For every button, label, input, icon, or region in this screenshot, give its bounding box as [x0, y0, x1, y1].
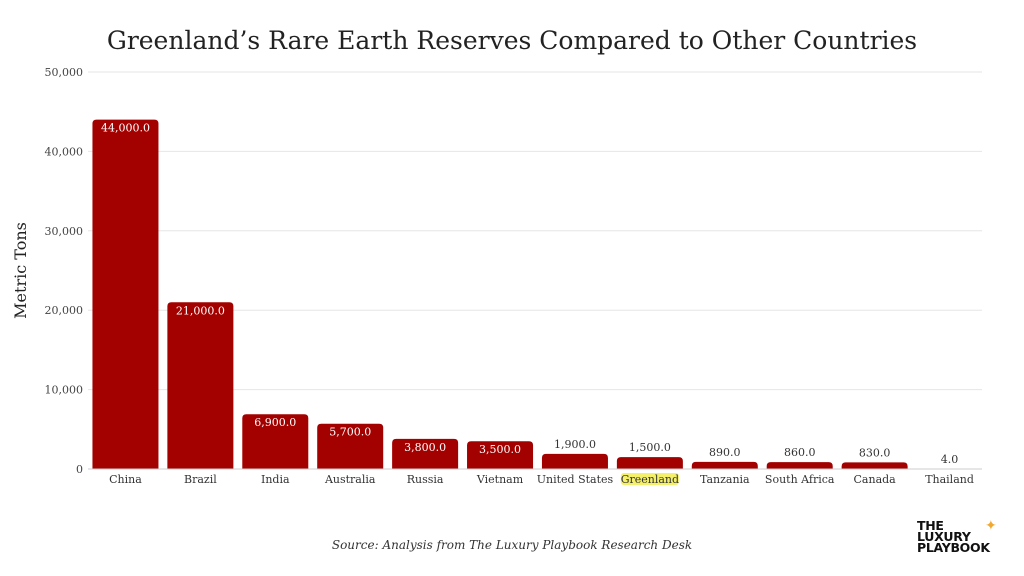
data-label: 44,000.0	[101, 122, 150, 135]
x-tick-label: Brazil	[184, 473, 217, 486]
logo-line: LUXURY	[917, 529, 971, 544]
y-tick-label: 40,000	[45, 145, 84, 158]
x-tick-label: Thailand	[925, 473, 974, 486]
data-label: 860.0	[784, 446, 816, 459]
data-label: 830.0	[859, 446, 891, 459]
data-label: 21,000.0	[176, 304, 225, 317]
y-axis-label: Metric Tons	[11, 222, 30, 319]
data-label: 1,500.0	[629, 441, 671, 454]
bar	[92, 119, 159, 469]
x-tick-label: Russia	[407, 473, 444, 486]
x-tick-label: Canada	[854, 473, 897, 486]
x-tick-label: South Africa	[765, 473, 835, 486]
sparkle-star-icon: ✦	[985, 518, 997, 534]
bar	[167, 302, 234, 469]
y-tick-label: 30,000	[45, 225, 84, 238]
y-tick-label: 50,000	[45, 66, 84, 79]
logo: THE LUXURY PLAYBOOK	[917, 518, 990, 555]
data-label: 5,700.0	[329, 426, 371, 439]
bar	[541, 453, 608, 469]
x-tick-label: India	[261, 473, 290, 486]
category-highlight	[620, 473, 679, 485]
y-tick-label: 10,000	[45, 384, 84, 397]
x-tick-label: Vietnam	[476, 473, 524, 486]
x-tick-label: China	[109, 473, 142, 486]
bar	[691, 461, 758, 469]
data-label: 4.0	[941, 453, 959, 466]
bar	[242, 414, 309, 469]
data-label: 3,800.0	[404, 441, 446, 454]
data-label: 890.0	[709, 446, 741, 459]
data-label: 3,500.0	[479, 443, 521, 456]
logo-line: THE	[917, 518, 944, 533]
bar	[841, 462, 908, 469]
bar	[317, 423, 384, 469]
x-tick-label: United States	[537, 473, 614, 486]
bar	[467, 441, 534, 469]
data-label: 1,900.0	[554, 438, 596, 451]
bar	[766, 462, 833, 469]
chart-title: Greenland’s Rare Earth Reserves Compared…	[106, 26, 918, 55]
bar	[616, 457, 683, 469]
y-tick-label: 0	[76, 463, 83, 476]
logo-line: PLAYBOOK	[917, 540, 990, 555]
bar	[392, 438, 459, 469]
y-tick-label: 20,000	[45, 304, 84, 317]
x-tick-label: Greenland	[621, 473, 679, 486]
x-tick-label: Australia	[324, 473, 376, 486]
x-tick-label: Tanzania	[700, 473, 750, 486]
data-label: 6,900.0	[254, 416, 296, 429]
source-note: Source: Analysis from The Luxury Playboo…	[331, 538, 693, 552]
